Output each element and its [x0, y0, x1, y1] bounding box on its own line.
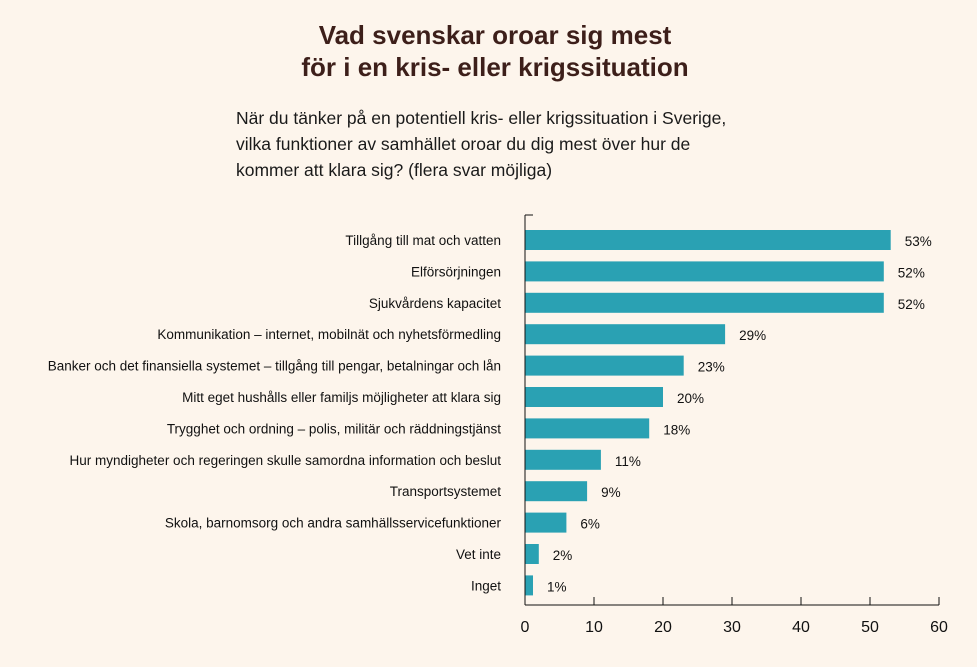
bar: [525, 355, 684, 376]
bar: [525, 449, 601, 470]
bar: [525, 387, 663, 407]
value-label: 6%: [580, 517, 600, 532]
value-label: 11%: [615, 454, 641, 469]
x-tick-label: 40: [792, 619, 810, 636]
category-label: Tillgång till mat och vatten: [345, 233, 501, 248]
x-tick-label: 50: [861, 619, 879, 636]
subtitle-line-1: När du tänker på en potentiell kris- ell…: [236, 108, 727, 128]
bar: [525, 544, 539, 564]
value-label: 18%: [663, 422, 690, 437]
bar: [525, 512, 567, 533]
category-label: Hur myndigheter och regeringen skulle sa…: [70, 453, 502, 468]
value-label: 1%: [547, 579, 567, 594]
value-label: 53%: [905, 234, 932, 249]
chart-title-line-2: för i en kris- eller krigssituation: [301, 52, 689, 82]
bar: [525, 230, 891, 250]
x-tick-label: 30: [723, 619, 741, 636]
value-label: 23%: [698, 360, 725, 375]
bar: [525, 261, 884, 282]
chart-subtitle: När du tänker på en potentiell kris- ell…: [236, 105, 776, 183]
x-tick-label: 20: [654, 619, 672, 636]
chart-title: Vad svenskar oroar sig mest för i en kri…: [0, 19, 977, 83]
bar: [525, 481, 588, 502]
category-label: Banker och det finansiella systemet – ti…: [48, 359, 501, 374]
subtitle-line-2: vilka funktioner av samhället oroar du d…: [236, 134, 691, 154]
category-label: Transportsystemet: [390, 484, 502, 499]
value-label: 2%: [553, 548, 573, 563]
category-label: Kommunikation – internet, mobilnät och n…: [157, 327, 501, 342]
value-label: 52%: [898, 265, 925, 280]
bar: [525, 292, 884, 313]
bar: [525, 575, 533, 596]
category-label: Mitt eget hushålls eller familjs möjligh…: [182, 390, 501, 405]
category-label: Elförsörjningen: [411, 264, 501, 279]
category-label: Sjukvårdens kapacitet: [369, 296, 501, 311]
bar: [525, 418, 650, 439]
category-label: Inget: [471, 578, 501, 593]
x-tick-label: 60: [930, 619, 948, 636]
category-label: Skola, barnomsorg och andra samhällsserv…: [165, 516, 502, 531]
x-tick-label: 0: [521, 619, 530, 636]
category-label: Vet inte: [456, 547, 501, 562]
subtitle-line-3: kommer att klara sig? (flera svar möjlig…: [236, 160, 553, 180]
value-label: 29%: [739, 328, 766, 343]
value-label: 9%: [601, 485, 621, 500]
value-label: 52%: [898, 297, 925, 312]
category-label: Trygghet och ordning – polis, militär oc…: [167, 421, 501, 436]
chart-title-line-1: Vad svenskar oroar sig mest: [318, 20, 672, 50]
value-label: 20%: [677, 391, 704, 406]
x-tick-label: 10: [585, 619, 603, 636]
bar: [525, 324, 726, 345]
